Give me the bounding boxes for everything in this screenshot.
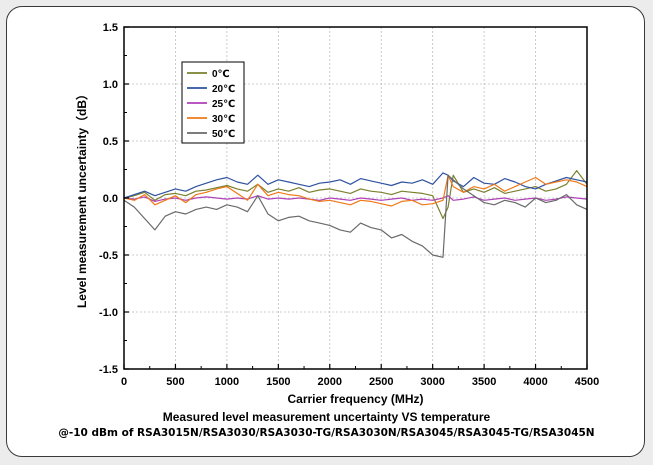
series-line-20 [123, 172, 588, 199]
chart-title: Measured level measurement uncertainty V… [162, 410, 491, 424]
legend-entry: 0℃ [212, 69, 230, 80]
series-line-30 [123, 174, 588, 207]
y-tick-label: -0.5 [99, 250, 118, 262]
chart-card [6, 6, 645, 457]
x-tick-label: 2500 [369, 376, 393, 388]
x-tick-label: 4500 [575, 376, 599, 388]
x-tick-label: 1500 [266, 376, 290, 388]
legend-entry: 50℃ [212, 129, 235, 140]
y-tick-label: 1.0 [103, 79, 118, 91]
x-axis: 0 500 1000 1500 2000 2500 3000 3500 4000 4500 [121, 364, 599, 388]
y-axis-label: Level measurement uncertainty（dB） [74, 88, 89, 308]
y-tick-label: -1.0 [99, 307, 118, 319]
x-tick-label: 4000 [523, 376, 547, 388]
x-tick-label: 3000 [420, 376, 444, 388]
x-tick-label: 500 [166, 376, 184, 388]
legend-entry: 25℃ [212, 99, 235, 110]
y-tick-label: 0.0 [103, 193, 118, 205]
legend: 0℃ 20℃ 25℃ 30℃ 50℃ [181, 61, 245, 144]
x-tick-label: 1000 [215, 376, 239, 388]
x-tick-label: 0 [121, 376, 127, 388]
series-line-50 [123, 174, 588, 258]
legend-entry: 20℃ [212, 84, 235, 95]
y-tick-label: 1.5 [103, 22, 118, 34]
y-tick-label: 0.5 [103, 136, 118, 148]
x-tick-label: 2000 [318, 376, 342, 388]
legend-entry: 30℃ [212, 114, 235, 125]
y-tick-label: -1.5 [99, 364, 118, 376]
y-axis: -1.5 -1.0 -0.5 0.0 0.5 1.0 1.5 [99, 22, 129, 376]
x-tick-label: 3500 [472, 376, 496, 388]
series-layer [123, 170, 588, 258]
x-axis-label: Carrier frequency (MHz) [287, 392, 423, 406]
series-line-25 [123, 195, 588, 202]
series-line-0 [123, 170, 588, 220]
chart-subtitle: @-10 dBm of RSA3015N/RSA3030/RSA3030-TG/… [58, 427, 595, 439]
